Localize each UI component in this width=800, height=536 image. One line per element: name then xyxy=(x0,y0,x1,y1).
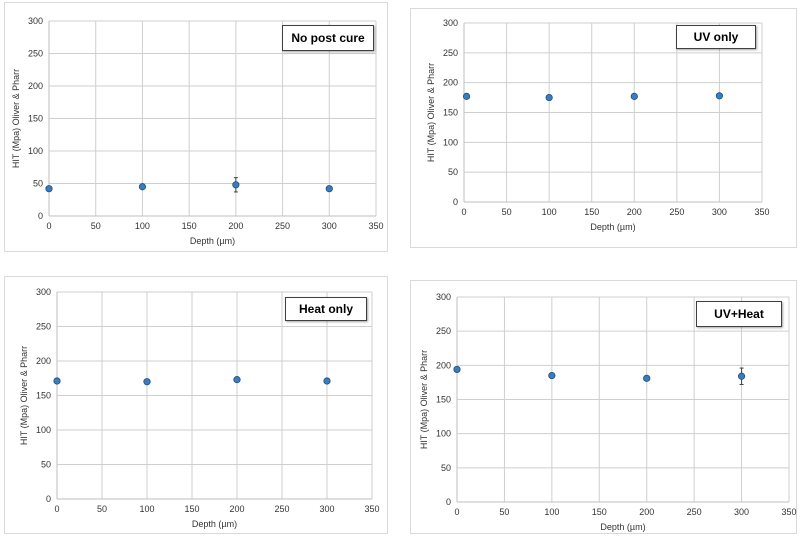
data-point xyxy=(462,92,471,100)
y-tick-label: 0 xyxy=(453,197,458,207)
x-tick-label: 200 xyxy=(229,504,244,514)
chart-svg-no-post-cure: 0 50 100 150 200 250 300 350 0 50 100 150 200 250 300 D… xyxy=(11,16,384,246)
chart-svg-uv-heat: 0 50 100 150 200 250 300 350 0 50 100 150 200 250 300 D… xyxy=(419,292,797,532)
x-axis-title: Depth (µm) xyxy=(600,522,645,532)
x-tick-label: 50 xyxy=(502,207,512,217)
y-tick-label: 150 xyxy=(436,395,451,405)
y-tick-label: 300 xyxy=(443,18,458,28)
y-tick-label: 0 xyxy=(446,497,451,507)
data-point xyxy=(545,93,553,102)
x-tick-label: 0 xyxy=(454,507,459,517)
data-point xyxy=(548,371,556,380)
y-tick-label: 250 xyxy=(443,48,458,58)
y-tick-label: 300 xyxy=(28,16,43,26)
x-tick-label: 0 xyxy=(461,207,466,217)
x-tick-label: 50 xyxy=(499,507,509,517)
y-tick-label: 150 xyxy=(36,391,51,401)
y-tick-label: 200 xyxy=(436,360,451,370)
chart-svg-uv-only: 0 50 100 150 200 250 300 350 0 50 100 150 200 250 300 D… xyxy=(426,18,770,232)
x-tick-label: 300 xyxy=(319,504,334,514)
x-tick-label: 100 xyxy=(542,207,557,217)
data-point xyxy=(737,372,746,380)
chart-title-uv-heat: UV+Heat xyxy=(696,301,782,327)
y-tick-label: 100 xyxy=(436,429,451,439)
x-tick-label: 150 xyxy=(584,207,599,217)
chart-title-no-post-cure: No post cure xyxy=(282,25,374,51)
x-tick-label: 100 xyxy=(544,507,559,517)
y-tick-label: 200 xyxy=(443,78,458,88)
y-axis-title: HIT (Mpa) Oliver & Pharr xyxy=(11,69,21,168)
x-tick-label: 150 xyxy=(592,507,607,517)
x-tick-label: 150 xyxy=(184,504,199,514)
y-tick-label: 200 xyxy=(28,81,43,91)
x-tick-label: 100 xyxy=(135,221,150,231)
y-tick-label: 150 xyxy=(28,114,43,124)
y-tick-label: 100 xyxy=(28,146,43,156)
x-tick-label: 250 xyxy=(274,504,289,514)
data-point xyxy=(45,185,53,193)
y-tick-label: 0 xyxy=(46,494,51,504)
data-point xyxy=(232,181,240,189)
x-tick-label: 100 xyxy=(139,504,154,514)
x-tick-label: 50 xyxy=(91,221,101,231)
x-axis-title: Depth (µm) xyxy=(590,222,635,232)
y-tick-label: 200 xyxy=(36,356,51,366)
x-tick-label: 350 xyxy=(754,207,769,217)
data-point xyxy=(53,377,61,385)
y-tick-label: 300 xyxy=(436,292,451,302)
y-tick-label: 150 xyxy=(443,108,458,118)
x-tick-label: 350 xyxy=(364,504,379,514)
x-tick-label: 300 xyxy=(734,507,749,517)
data-point xyxy=(233,376,241,384)
x-tick-label: 300 xyxy=(712,207,727,217)
data-point xyxy=(630,92,638,100)
x-axis-title: Depth (µm) xyxy=(190,236,235,246)
y-tick-label: 300 xyxy=(36,287,51,297)
y-tick-label: 0 xyxy=(38,211,43,221)
data-point xyxy=(143,378,151,386)
chart-title-heat-only: Heat only xyxy=(285,297,367,321)
data-point xyxy=(643,374,651,382)
x-tick-label: 200 xyxy=(228,221,243,231)
x-tick-label: 250 xyxy=(687,507,702,517)
y-axis-title: HIT (Mpa) Oliver & Pharr xyxy=(419,350,429,449)
x-tick-label: 200 xyxy=(639,507,654,517)
x-tick-label: 0 xyxy=(54,504,59,514)
y-tick-label: 50 xyxy=(33,179,43,189)
x-tick-label: 250 xyxy=(275,221,290,231)
data-point xyxy=(715,92,724,100)
data-point xyxy=(453,365,461,374)
y-tick-label: 100 xyxy=(443,137,458,147)
y-tick-label: 250 xyxy=(36,322,51,332)
chart-panel-heat-only: 0 50 100 150 200 250 300 350 0 50 100 150 200 250 300 D… xyxy=(4,276,388,534)
y-tick-label: 50 xyxy=(41,460,51,470)
x-tick-label: 350 xyxy=(781,507,796,517)
x-tick-label: 50 xyxy=(97,504,107,514)
data-point xyxy=(323,377,331,385)
x-tick-label: 300 xyxy=(322,221,337,231)
x-tick-label: 250 xyxy=(669,207,684,217)
chart-title-uv-only: UV only xyxy=(676,25,756,49)
data-point xyxy=(138,183,147,191)
x-tick-label: 0 xyxy=(46,221,51,231)
chart-svg-heat-only: 0 50 100 150 200 250 300 350 0 50 100 150 200 250 300 D… xyxy=(19,287,380,529)
y-tick-label: 250 xyxy=(436,326,451,336)
chart-panel-uv-heat: 0 50 100 150 200 250 300 350 0 50 100 150 200 250 300 D… xyxy=(410,280,797,534)
y-tick-label: 250 xyxy=(28,49,43,59)
x-tick-label: 150 xyxy=(182,221,197,231)
data-point xyxy=(325,185,333,193)
x-tick-label: 200 xyxy=(627,207,642,217)
y-axis-title: HIT (Mpa) Oliver & Pharr xyxy=(19,346,29,445)
x-tick-label: 350 xyxy=(368,221,383,231)
y-tick-label: 50 xyxy=(441,463,451,473)
chart-panel-no-post-cure: 0 50 100 150 200 250 300 350 0 50 100 150 200 250 300 D… xyxy=(4,2,388,252)
x-axis-title: Depth (µm) xyxy=(192,519,237,529)
y-axis-title: HIT (Mpa) Oliver & Pharr xyxy=(426,63,436,162)
y-tick-label: 50 xyxy=(448,167,458,177)
y-tick-label: 100 xyxy=(36,425,51,435)
chart-panel-uv-only: 0 50 100 150 200 250 300 350 0 50 100 150 200 250 300 D… xyxy=(410,8,797,248)
